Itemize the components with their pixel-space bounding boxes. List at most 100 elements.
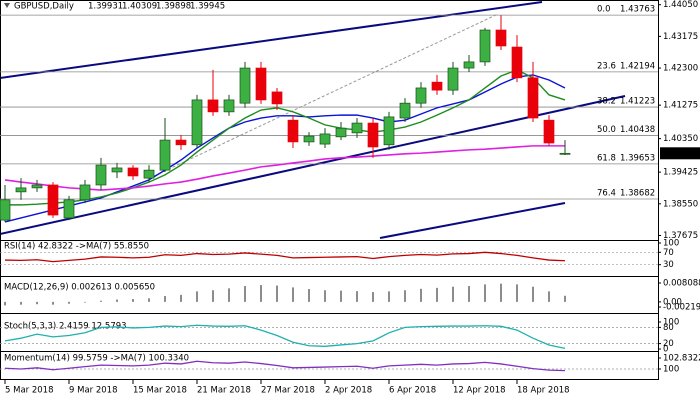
indicator-line <box>4 324 566 349</box>
x-tick-label: 2 Apr 2018 <box>325 386 372 396</box>
candle-body <box>431 81 443 91</box>
panel-frames <box>0 0 659 380</box>
y-tick-label: 100 <box>663 239 679 249</box>
symbol: GBPUSD,Daily <box>14 2 74 12</box>
channel-base <box>379 202 566 239</box>
candle-body <box>63 199 75 219</box>
candle-body <box>239 67 251 104</box>
symbol-icon <box>4 3 10 8</box>
channel-lower <box>0 95 626 235</box>
fib-price: 1.42194 <box>620 61 655 71</box>
frame <box>0 0 659 380</box>
candle-body <box>47 184 59 216</box>
fib-price: 1.43763 <box>620 5 655 15</box>
candle-body <box>287 119 299 143</box>
y-tick-label: 1.40350 <box>663 134 698 144</box>
y-tick-label: 100 <box>663 318 679 328</box>
y-tick-label: 102.8322 <box>663 353 700 363</box>
candle-body <box>79 184 91 201</box>
candle-body <box>319 133 331 145</box>
candle-body <box>271 91 283 105</box>
candle-body <box>175 139 187 146</box>
candle-body <box>511 46 523 79</box>
y-tick-label: 0.008088 <box>663 279 700 289</box>
fib-ratio: 38.2 <box>597 97 616 107</box>
candle-body <box>335 127 347 138</box>
y-tick-label: 1.41275 <box>663 101 698 111</box>
candle-body <box>415 87 427 104</box>
candle-body <box>191 99 203 146</box>
y-tick-label: 100 <box>663 364 679 374</box>
x-tick-label: 15 Mar 2018 <box>133 386 187 396</box>
panel-label: MACD(12,26,9) 0.002613 0.005650 <box>4 283 155 293</box>
fib-price: 1.39653 <box>620 153 655 163</box>
panel-label: Momentum(14) 99.5759 ->MA(7) 100.3340 <box>4 354 189 364</box>
y-tick-label: 0.00 <box>663 297 682 307</box>
panel-label: Stoch(5,3,3) 2.4159 12.5793 <box>4 322 127 332</box>
y-tick-label: 1.43175 <box>663 32 698 42</box>
y-tick-label: 1.37675 <box>663 231 698 241</box>
open-value: 1.39931 <box>88 2 123 12</box>
candle-body <box>543 119 555 144</box>
candle-body <box>383 116 395 146</box>
fib-ratio: 50.0 <box>597 125 616 135</box>
y-tick-label: 30 <box>663 260 674 270</box>
candle-body <box>527 77 539 119</box>
moving-average <box>5 69 566 206</box>
candle-body <box>223 99 235 113</box>
price-box-label: 1.39945 <box>663 149 698 159</box>
indicator-line <box>4 251 566 263</box>
high-value: 1.40309 <box>122 2 157 12</box>
candle-body <box>399 102 411 119</box>
x-tick-label: 6 Apr 2018 <box>389 386 436 396</box>
fib-price: 1.38682 <box>620 189 655 199</box>
fib-price: 1.41223 <box>620 97 655 107</box>
candle-body <box>479 29 491 63</box>
fib-ratio: 23.6 <box>597 61 616 71</box>
candle-body <box>495 29 507 47</box>
trend-lines <box>0 1 626 239</box>
candle-body <box>159 139 171 171</box>
candle-body <box>351 122 363 134</box>
y-tick-label: 20 <box>663 339 674 349</box>
x-tick-label: 27 Mar 2018 <box>261 386 315 396</box>
candle-body <box>143 169 155 179</box>
candle-body <box>15 187 27 193</box>
candle-body <box>95 164 107 186</box>
x-tick-label: 5 Mar 2018 <box>5 386 53 396</box>
candle-body <box>31 184 43 189</box>
y-tick-label: 70 <box>663 248 674 258</box>
moving-average <box>4 145 565 191</box>
close-value: 1.39945 <box>190 2 225 12</box>
fib-ratio: 61.8 <box>597 153 616 163</box>
fib-ratio: 76.4 <box>597 189 616 199</box>
fib-anchor <box>149 13 499 179</box>
fib-price: 1.40438 <box>620 125 655 135</box>
candle-body <box>559 152 571 155</box>
candle-body <box>463 61 475 69</box>
candle-body <box>447 67 459 91</box>
y-tick-label: 1.39425 <box>663 168 698 178</box>
y-tick-label: 1.44050 <box>663 0 698 10</box>
y-tick-label: 0 <box>663 345 668 355</box>
y-tick-label: 1.38550 <box>663 199 698 209</box>
x-tick-label: 18 Apr 2018 <box>517 386 570 396</box>
candle-body <box>303 135 315 143</box>
y-tick-label: -0.002197 <box>663 303 700 313</box>
candle-body <box>207 99 219 113</box>
candle-body <box>255 67 267 101</box>
x-tick-label: 9 Mar 2018 <box>69 386 117 396</box>
price-box <box>660 147 700 160</box>
indicator-line <box>4 360 566 372</box>
x-tick-label: 12 Apr 2018 <box>453 386 506 396</box>
y-tick-label: 80 <box>663 323 674 333</box>
low-value: 1.39898 <box>156 2 191 12</box>
candle-body <box>127 167 139 177</box>
fib-ratio: 0.0 <box>597 5 611 15</box>
candle-body <box>111 167 123 173</box>
x-tick-label: 21 Mar 2018 <box>197 386 251 396</box>
candle-body <box>367 122 379 148</box>
channel-upper <box>0 1 543 79</box>
